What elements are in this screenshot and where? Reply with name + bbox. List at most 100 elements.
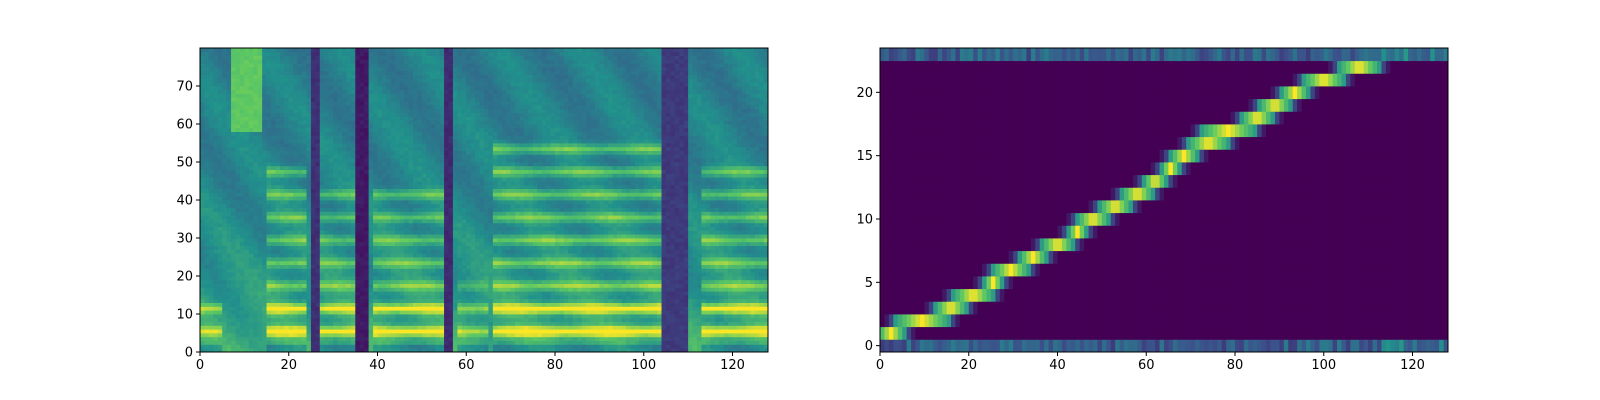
heatmap-cell (288, 82, 294, 87)
heatmap-cell (461, 287, 467, 292)
heatmap-cell (395, 59, 401, 64)
heatmap-cell (355, 253, 361, 258)
heatmap-cell (452, 329, 458, 334)
heatmap-cell (297, 325, 303, 330)
heatmap-cell (257, 165, 263, 170)
heatmap-cell (231, 143, 236, 148)
heatmap-cell (373, 162, 378, 167)
heatmap-cell (213, 124, 219, 129)
heatmap-cell (297, 70, 303, 75)
heatmap-cell (444, 340, 449, 345)
heatmap-cell (324, 333, 330, 338)
heatmap-cell (231, 55, 236, 60)
heatmap-cell (430, 291, 436, 296)
heatmap-cell (297, 82, 303, 87)
heatmap-cell (284, 268, 290, 273)
heatmap-cell (426, 207, 432, 212)
heatmap-cell (390, 348, 396, 353)
heatmap-cell (288, 150, 294, 155)
heatmap-cell (364, 230, 370, 235)
heatmap-cell (448, 272, 454, 277)
heatmap-cell (333, 112, 338, 117)
heatmap-cell (448, 291, 454, 296)
heatmap-cell (271, 200, 276, 205)
heatmap-cell (200, 272, 205, 277)
heatmap-cell (470, 89, 476, 94)
heatmap-cell (306, 120, 312, 125)
heatmap-cell (470, 105, 476, 110)
heatmap-cell (377, 253, 383, 258)
heatmap-cell (213, 291, 219, 296)
heatmap-cell (302, 238, 307, 243)
heatmap-cell (297, 222, 303, 227)
heatmap-cell (333, 184, 338, 189)
heatmap-cell (373, 203, 378, 208)
heatmap-cell (342, 97, 347, 102)
heatmap-cell (426, 108, 432, 113)
heatmap-cell (288, 268, 294, 273)
heatmap-cell (235, 63, 241, 68)
heatmap-cell (235, 238, 241, 243)
heatmap-cell (200, 344, 205, 349)
heatmap-cell (413, 108, 418, 113)
heatmap-cell (350, 253, 356, 258)
heatmap-cell (310, 257, 316, 262)
heatmap-cell (470, 291, 476, 296)
heatmap-cell (346, 116, 352, 121)
heatmap-cell (306, 287, 312, 292)
heatmap-cell (208, 101, 214, 106)
heatmap-cell (470, 127, 476, 132)
heatmap-cell (310, 74, 316, 79)
heatmap-cell (413, 283, 418, 288)
heatmap-cell (439, 127, 445, 132)
heatmap-cell (386, 344, 392, 349)
heatmap-cell (355, 74, 361, 79)
heatmap-cell (248, 257, 254, 262)
heatmap-cell (222, 314, 228, 319)
heatmap-cell (248, 70, 254, 75)
heatmap-cell (452, 116, 458, 121)
heatmap-cell (395, 276, 401, 281)
heatmap-cell (364, 196, 370, 201)
heatmap-cell (413, 203, 418, 208)
heatmap-cell (430, 344, 436, 349)
heatmap-cell (470, 333, 476, 338)
heatmap-cell (217, 298, 223, 303)
heatmap-cell (226, 310, 232, 315)
heatmap-cell (377, 97, 383, 102)
heatmap-cell (377, 222, 383, 227)
heatmap-cell (373, 279, 378, 284)
heatmap-cell (386, 336, 392, 341)
heatmap-cell (430, 181, 436, 186)
heatmap-cell (235, 234, 241, 239)
heatmap-cell (470, 97, 476, 102)
heatmap-cell (200, 89, 205, 94)
heatmap-cell (293, 314, 299, 319)
heatmap-cell (200, 222, 205, 227)
heatmap-cell (421, 249, 427, 254)
heatmap-cell (310, 139, 316, 144)
heatmap-cell (430, 241, 436, 246)
heatmap-cell (235, 112, 241, 117)
heatmap-cell (244, 321, 250, 326)
heatmap-cell (226, 260, 232, 265)
heatmap-cell (328, 158, 334, 163)
heatmap-cell (262, 245, 267, 250)
heatmap-cell (231, 154, 236, 159)
heatmap-cell (271, 112, 276, 117)
heatmap-cell (213, 97, 219, 102)
heatmap-cell (386, 192, 392, 197)
heatmap-cell (413, 70, 418, 75)
heatmap-cell (435, 230, 441, 235)
heatmap-cell (231, 165, 236, 170)
heatmap-cell (200, 211, 205, 216)
heatmap-cell (457, 302, 463, 307)
heatmap-cell (315, 181, 321, 186)
heatmap-cell (350, 74, 356, 79)
heatmap-cell (426, 70, 432, 75)
heatmap-cell (266, 260, 272, 265)
heatmap-cell (381, 340, 387, 345)
heatmap-cell (368, 93, 374, 98)
heatmap-cell (426, 348, 432, 353)
heatmap-cell (342, 67, 347, 72)
